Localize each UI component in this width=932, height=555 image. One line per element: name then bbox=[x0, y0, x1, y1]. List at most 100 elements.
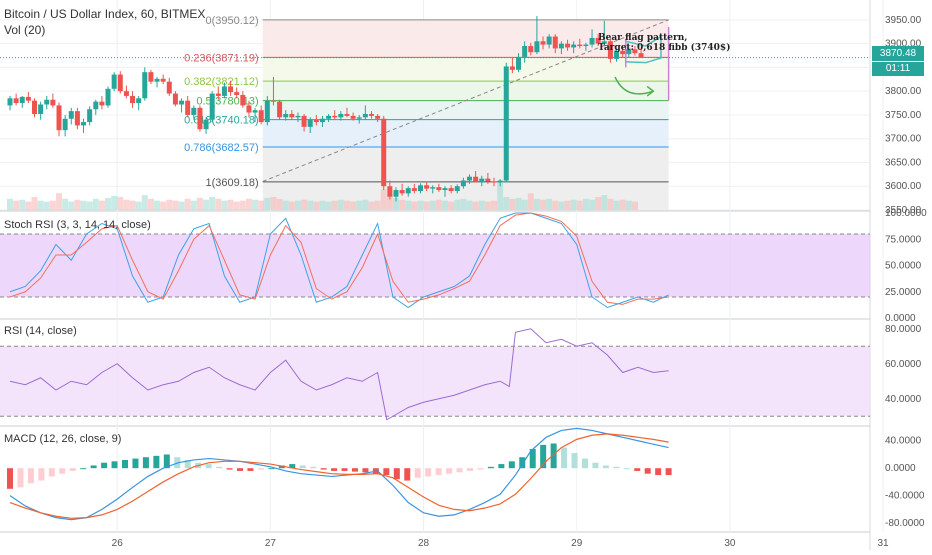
fib-level-label: 0.236(3871.19) bbox=[184, 52, 259, 64]
volume-bar bbox=[337, 199, 344, 210]
rsi-tick-label: 60.0000 bbox=[885, 359, 922, 370]
price-tick-label: 3750.00 bbox=[885, 110, 922, 121]
macd-histogram-bar bbox=[247, 468, 254, 471]
candle-body bbox=[234, 92, 240, 95]
candle-body bbox=[123, 91, 129, 96]
candle-body bbox=[362, 113, 368, 118]
volume-bar bbox=[631, 201, 638, 210]
x-tick-label: 28 bbox=[418, 538, 430, 549]
volume-bar bbox=[625, 200, 632, 210]
candle-body bbox=[62, 118, 68, 131]
volume-bar bbox=[258, 200, 265, 210]
candle-body bbox=[467, 176, 473, 181]
stoch-tick-label: 100.0000 bbox=[885, 208, 927, 219]
volume-bar bbox=[319, 200, 326, 210]
candle-body bbox=[589, 37, 595, 45]
candle-body bbox=[264, 100, 270, 123]
macd-histogram-bar bbox=[163, 454, 170, 469]
candle-body bbox=[368, 113, 374, 116]
macd-histogram-bar bbox=[331, 468, 338, 471]
price-tick-label: 3650.00 bbox=[885, 157, 922, 168]
candle-body bbox=[13, 98, 19, 104]
candle-body bbox=[620, 50, 626, 55]
fib-level-label: 0.786(3682.57) bbox=[184, 142, 259, 154]
price-tick-label: 3600.00 bbox=[885, 181, 922, 192]
macd-histogram-bar bbox=[278, 465, 285, 469]
volume-bar bbox=[350, 201, 357, 210]
volume-bar bbox=[386, 195, 393, 210]
volume-bar bbox=[478, 200, 485, 210]
candle-body bbox=[99, 101, 105, 106]
macd-histogram-bar bbox=[216, 466, 223, 469]
volume-bar bbox=[135, 201, 142, 210]
candle-body bbox=[497, 180, 503, 183]
volume-bar bbox=[147, 198, 154, 210]
candle-body bbox=[277, 101, 283, 118]
candle-body bbox=[185, 100, 191, 115]
volume-bar bbox=[325, 201, 332, 210]
candle-body bbox=[295, 115, 301, 118]
macd-histogram-bar bbox=[592, 462, 599, 469]
volume-bar bbox=[239, 200, 246, 210]
candle-body bbox=[81, 122, 87, 126]
candle-body bbox=[172, 93, 178, 105]
candle-body bbox=[638, 53, 644, 58]
volume-bar bbox=[196, 197, 203, 210]
macd-histogram-bar bbox=[226, 468, 233, 470]
volume-bar bbox=[392, 197, 399, 210]
volume-bar bbox=[607, 198, 614, 210]
candle-body bbox=[614, 50, 620, 59]
macd-tick-label: 0.0000 bbox=[885, 463, 916, 474]
macd-histogram-bar bbox=[383, 468, 390, 476]
volume-bar bbox=[558, 201, 565, 210]
candle-body bbox=[258, 110, 264, 123]
volume-bar bbox=[252, 199, 259, 210]
candle-body bbox=[270, 100, 276, 102]
macd-tick-label: -80.0000 bbox=[885, 518, 925, 529]
volume-bar bbox=[472, 201, 479, 210]
x-tick-label: 29 bbox=[571, 538, 583, 549]
macd-histogram-bar bbox=[101, 462, 108, 469]
volume-bar bbox=[7, 198, 13, 210]
volume-bar bbox=[411, 201, 418, 210]
fib-zone bbox=[262, 100, 669, 120]
candle-body bbox=[111, 74, 117, 89]
macd-histogram-bar bbox=[184, 459, 191, 469]
candle-body bbox=[68, 111, 74, 119]
candle-body bbox=[252, 110, 258, 113]
volume-bar bbox=[533, 198, 540, 210]
stoch-band bbox=[0, 234, 870, 297]
candle-body bbox=[130, 95, 136, 104]
fib-level-label: 0.382(3821.12) bbox=[184, 76, 259, 88]
candle-body bbox=[344, 113, 350, 116]
macd-histogram-bar bbox=[613, 466, 620, 469]
fib-level-label: 0.618(3740.18) bbox=[184, 115, 259, 127]
volume-bar bbox=[509, 198, 516, 210]
volume-bar bbox=[362, 199, 369, 210]
candle-body bbox=[485, 178, 491, 182]
volume-bar bbox=[619, 199, 626, 210]
macd-histogram-bar bbox=[362, 468, 369, 473]
volume-bar bbox=[448, 201, 455, 210]
volume-bar bbox=[270, 196, 277, 210]
macd-histogram-bar bbox=[38, 468, 45, 481]
volume-bar bbox=[37, 200, 44, 210]
candle-body bbox=[528, 46, 534, 53]
annotation-line-1: Bear flag pattern, bbox=[598, 33, 688, 43]
macd-histogram-bar bbox=[425, 468, 432, 477]
fib-zone bbox=[262, 57, 669, 82]
macd-histogram-bar bbox=[508, 461, 515, 469]
volume-bar bbox=[31, 196, 38, 210]
candle-body bbox=[179, 100, 185, 105]
candle-body bbox=[405, 188, 411, 194]
macd-histogram-bar bbox=[435, 468, 442, 476]
volume-bar bbox=[282, 200, 289, 210]
macd-histogram-bar bbox=[529, 448, 536, 469]
volume-bar bbox=[313, 201, 320, 210]
volume-bar bbox=[417, 200, 424, 210]
volume-bar bbox=[105, 197, 112, 210]
volume-bar bbox=[546, 198, 553, 210]
stoch-tick-label: 50.0000 bbox=[885, 261, 922, 272]
